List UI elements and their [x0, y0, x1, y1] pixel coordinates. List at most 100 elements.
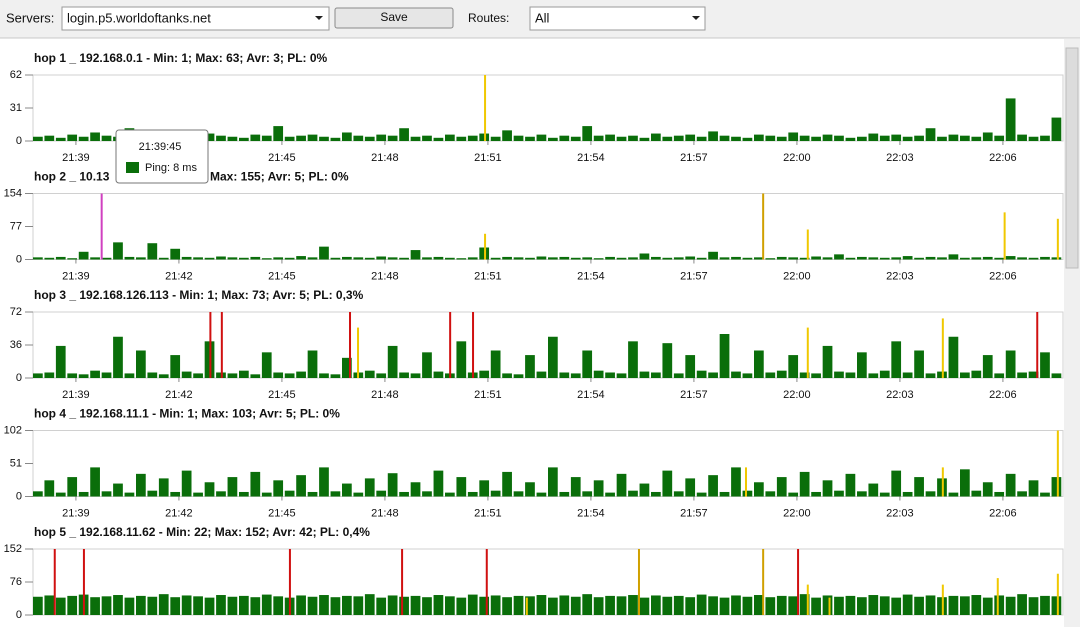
y-tick-label: 0 [16, 490, 22, 502]
spike [806, 327, 809, 378]
bar [811, 373, 821, 378]
bar [696, 257, 707, 260]
bar [376, 373, 387, 378]
bar [342, 595, 352, 615]
bar [742, 373, 753, 378]
bar [891, 597, 902, 615]
bar [799, 471, 810, 497]
bar [467, 491, 478, 497]
route-combo[interactable] [529, 6, 706, 31]
spike [1036, 312, 1039, 378]
bar [570, 257, 581, 260]
bar [982, 482, 993, 497]
bar [914, 477, 924, 497]
bar [1040, 492, 1050, 497]
bar [239, 595, 249, 615]
bar [1040, 352, 1050, 378]
bar [914, 350, 924, 378]
bar [479, 596, 490, 615]
bar [788, 492, 799, 497]
bar [433, 371, 444, 378]
server-combo[interactable] [61, 6, 330, 31]
bar [857, 491, 867, 497]
bar [124, 373, 135, 378]
bar [193, 492, 203, 497]
bar [651, 256, 661, 260]
chart-title: hop 5 _ 192.168.11.62 - Min: 22; Max: 15… [34, 525, 370, 539]
spike [209, 312, 212, 378]
bar [216, 256, 226, 260]
bar [685, 597, 696, 615]
bar [696, 370, 707, 378]
spike [220, 312, 223, 378]
bar [170, 491, 181, 497]
spike [1056, 218, 1059, 260]
bar [387, 473, 398, 497]
bar [456, 341, 467, 378]
bar [204, 482, 215, 497]
bar [273, 480, 284, 497]
servers-label: Servers: [6, 10, 54, 25]
bar [170, 597, 181, 615]
save-label: Save [380, 10, 408, 24]
bar [902, 372, 913, 378]
bar [960, 596, 970, 615]
bar [410, 250, 421, 260]
bar [387, 135, 398, 141]
bar [994, 257, 1005, 260]
bar [982, 256, 993, 260]
bar [673, 595, 684, 615]
bar [181, 371, 192, 378]
spike [996, 578, 999, 615]
bar [628, 257, 638, 260]
bar [639, 253, 650, 260]
bar [376, 490, 387, 497]
bar [948, 134, 959, 141]
bar [284, 257, 295, 260]
scrollbar-thumb[interactable] [1065, 47, 1079, 269]
bar [639, 137, 650, 141]
bar [445, 596, 455, 615]
bar [1017, 594, 1027, 615]
bar [651, 372, 661, 378]
bar [536, 595, 547, 615]
bar [204, 257, 215, 260]
bar [387, 595, 398, 615]
bar [742, 257, 753, 260]
bar [525, 482, 535, 497]
route-dropdown-arrow [692, 16, 700, 20]
bar [330, 257, 341, 260]
chart-title: hop 2 _ 10.13 [34, 170, 110, 184]
bar [307, 134, 318, 141]
bar [616, 136, 627, 141]
bar [696, 594, 707, 615]
spike [100, 193, 103, 260]
bar [616, 373, 627, 378]
bar [101, 257, 112, 260]
bar [708, 475, 718, 497]
bar [376, 597, 387, 615]
bar [948, 595, 959, 615]
bar [845, 473, 856, 497]
y-tick-label: 76 [10, 576, 22, 588]
bar [811, 491, 821, 497]
bar [879, 135, 890, 141]
bar [719, 135, 730, 141]
bar [55, 137, 66, 141]
bar [422, 257, 432, 260]
save-button[interactable] [334, 7, 454, 29]
bar [239, 491, 249, 497]
bar [799, 135, 810, 141]
bar [113, 242, 123, 260]
bar [101, 491, 112, 497]
bar [193, 257, 203, 260]
spike [828, 597, 831, 615]
bar [605, 492, 615, 497]
bar [982, 355, 993, 378]
bar [67, 373, 78, 378]
bar [181, 256, 192, 260]
bar [536, 134, 547, 141]
bar [433, 595, 444, 615]
bar [216, 491, 226, 497]
bar [914, 596, 924, 615]
